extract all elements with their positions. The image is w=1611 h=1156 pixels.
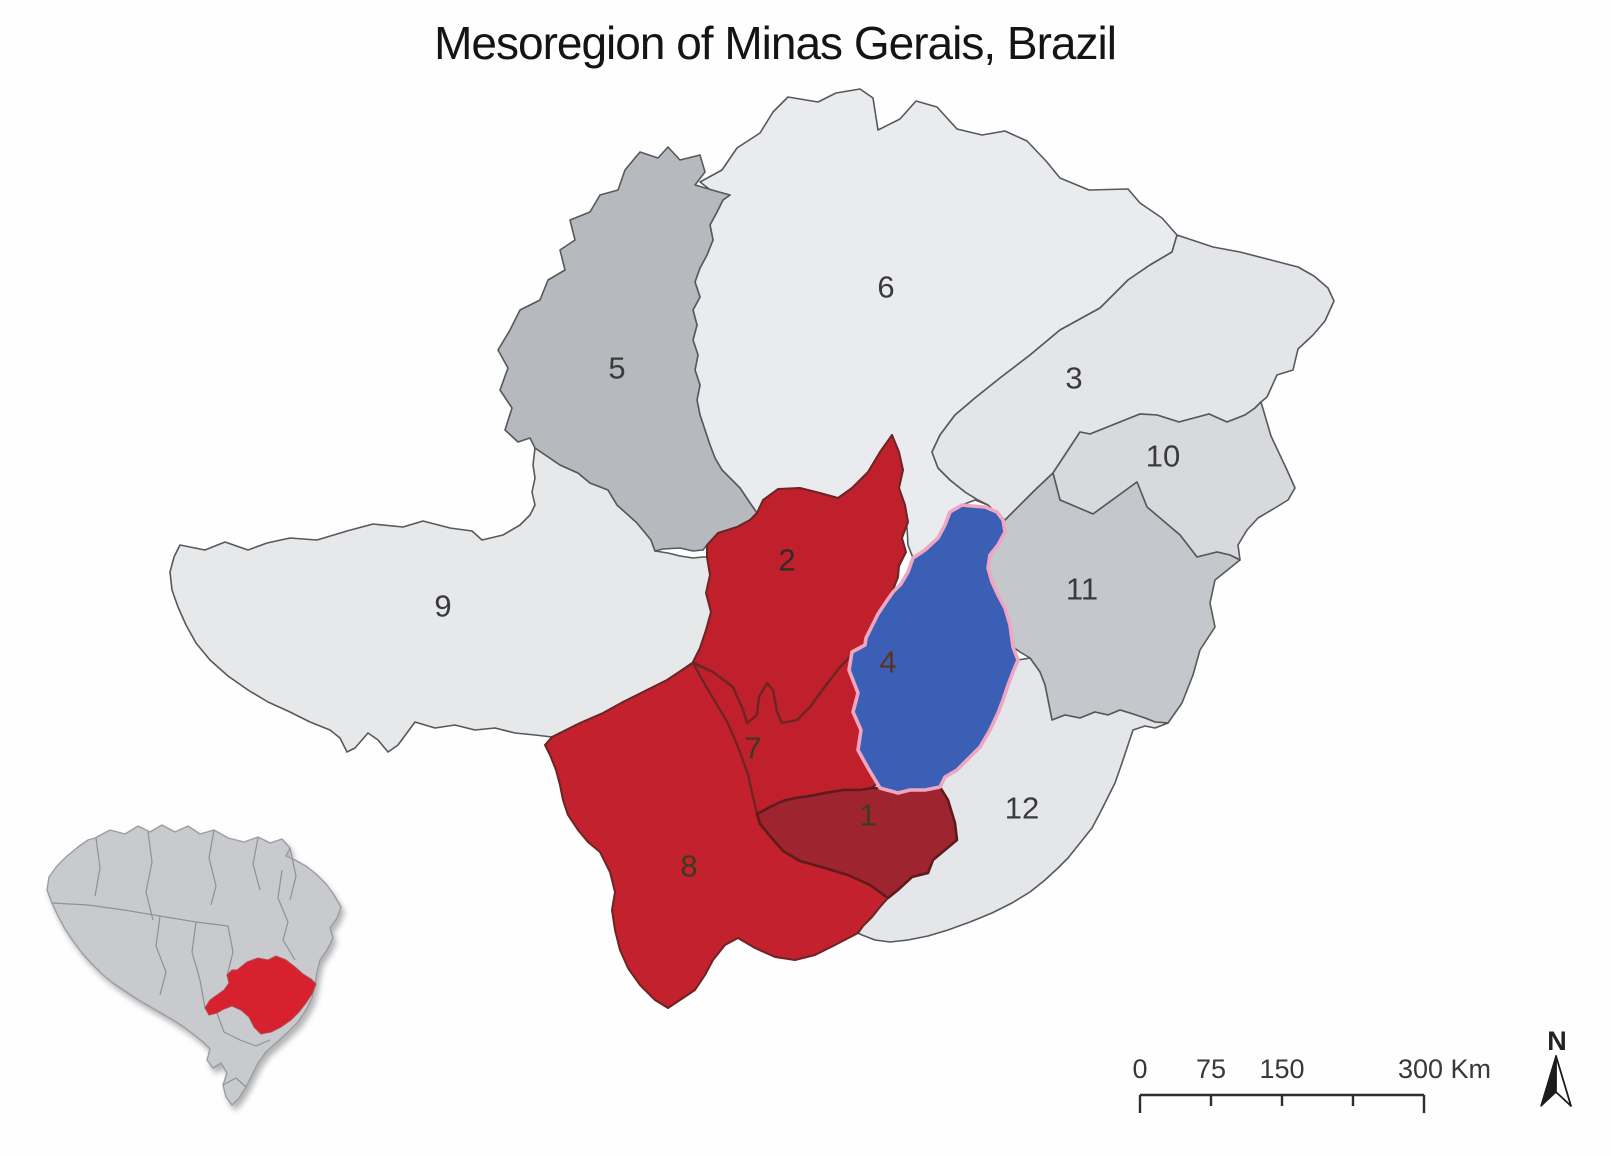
region-1-label: 1 xyxy=(859,798,876,833)
state-regions xyxy=(169,88,1335,1009)
region-10-label: 10 xyxy=(1146,439,1180,474)
scale-label-0: 0 xyxy=(1132,1054,1147,1084)
region-5-label: 5 xyxy=(608,351,625,386)
region-11-label: 11 xyxy=(1066,572,1098,607)
scale-label-75: 75 xyxy=(1196,1054,1226,1084)
region-7-label: 7 xyxy=(744,731,761,766)
scale-bar xyxy=(1138,1093,1426,1113)
brazil-inset xyxy=(46,824,342,1106)
region-12-label: 12 xyxy=(1005,791,1039,826)
scale-bar-labels: 0 75 150 300 Km xyxy=(1132,1054,1491,1084)
brazil-state-borders xyxy=(51,829,297,1088)
region-2-label: 2 xyxy=(778,543,795,578)
region-8-label: 8 xyxy=(680,849,697,884)
inset-minas-gerais-highlight xyxy=(204,955,317,1035)
region-1 xyxy=(755,785,959,900)
scale-label-150: 150 xyxy=(1259,1054,1304,1084)
region-4 xyxy=(847,503,1020,795)
brazil-outline xyxy=(46,824,342,1106)
region-8 xyxy=(544,662,889,1009)
scale-label-300km: 300 Km xyxy=(1398,1054,1491,1084)
region-9-label: 9 xyxy=(434,589,451,624)
region-4-label: 4 xyxy=(879,645,896,680)
north-arrow-icon: N xyxy=(1540,1026,1572,1107)
region-3-label: 3 xyxy=(1065,361,1082,396)
region-6-label: 6 xyxy=(877,270,894,305)
map-title: Mesoregion of Minas Gerais, Brazil xyxy=(434,17,1117,69)
region-labels: 1 2 3 4 5 6 7 8 9 10 11 12 xyxy=(434,270,1180,884)
north-arrow-label: N xyxy=(1547,1026,1567,1056)
